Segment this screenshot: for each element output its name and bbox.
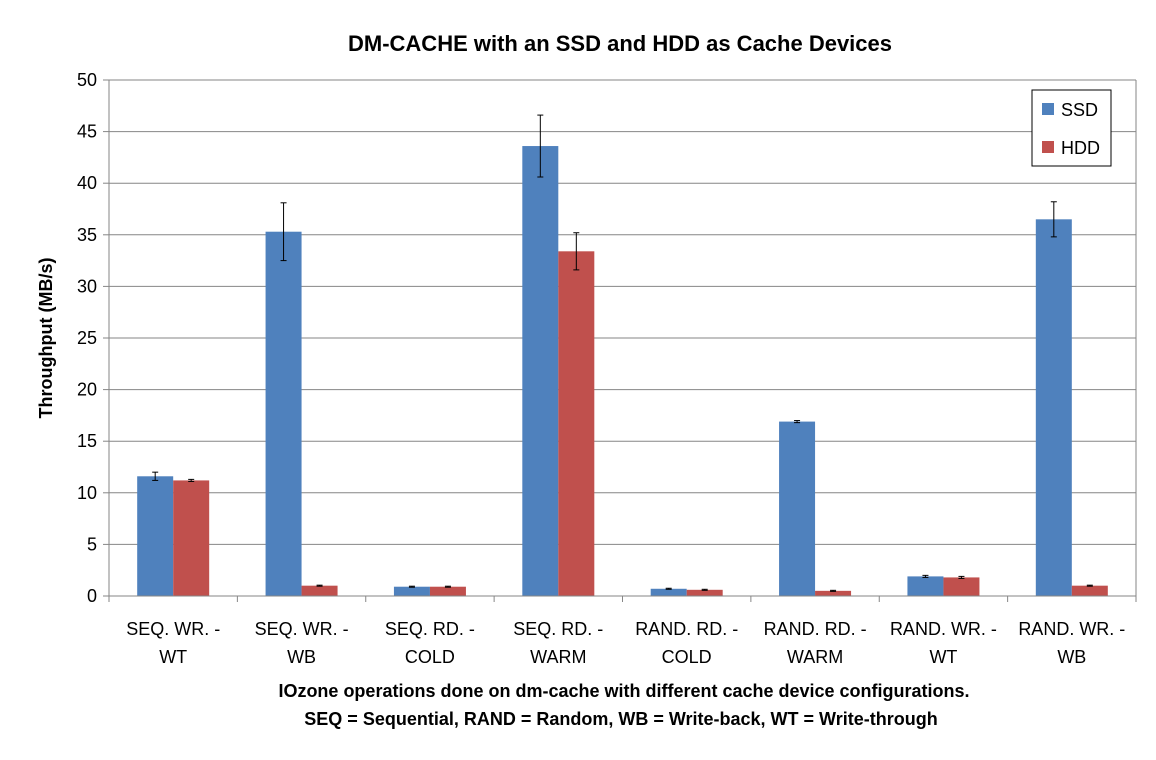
- y-tick-label: 25: [77, 328, 97, 348]
- y-tick-label: 5: [87, 534, 97, 554]
- y-tick-label: 30: [77, 276, 97, 296]
- y-tick-label: 20: [77, 380, 97, 400]
- bar-hdd: [686, 589, 723, 596]
- legend-label-ssd: SSD: [1061, 100, 1098, 120]
- y-tick-label: 40: [77, 173, 97, 193]
- y-tick-label: 45: [77, 122, 97, 142]
- bar-hdd: [429, 586, 466, 596]
- y-tick-label: 35: [77, 225, 97, 245]
- bar-ssd: [1035, 219, 1072, 596]
- x-category-label: WT: [929, 647, 957, 667]
- x-axis-categories: SEQ. WR. - WT SEQ. WR. - WB SEQ. RD. - COLD SE…: [126, 619, 1125, 667]
- bar-ssd: [907, 576, 944, 596]
- legend-swatch-ssd: [1042, 103, 1054, 115]
- bar-hdd: [815, 590, 852, 596]
- x-category-label: COLD: [662, 647, 712, 667]
- bar-ssd: [650, 588, 687, 596]
- x-category-label: RAND. WR. -: [1018, 619, 1125, 639]
- y-tick-label: 50: [77, 70, 97, 90]
- legend-label-hdd: HDD: [1061, 138, 1100, 158]
- axes: [108, 80, 1137, 602]
- y-axis-title: Throughput (MB/s): [36, 258, 56, 419]
- y-tick-label: 0: [87, 586, 97, 606]
- bar-ssd: [522, 146, 559, 596]
- legend-box: [1031, 89, 1112, 167]
- x-category-label: WARM: [530, 647, 586, 667]
- y-axis-ticks: 0 5 10 15 20 25 30 35 40 45 50: [77, 70, 109, 606]
- bar-hdd: [558, 251, 595, 596]
- x-category-label: RAND. WR. -: [890, 619, 997, 639]
- y-tick-label: 10: [77, 483, 97, 503]
- chart-title: DM-CACHE with an SSD and HDD as Cache De…: [348, 31, 892, 56]
- x-category-label: SEQ. WR. -: [255, 619, 349, 639]
- x-category-label: RAND. RD. -: [764, 619, 867, 639]
- y-tick-label: 15: [77, 431, 97, 451]
- x-category-label: WT: [159, 647, 187, 667]
- legend: SSD HDD: [1031, 89, 1112, 167]
- error-bars: [152, 114, 1093, 592]
- gridlines: [109, 79, 1136, 545]
- x-category-label: WB: [287, 647, 316, 667]
- x-category-label: SEQ. RD. -: [385, 619, 475, 639]
- bar-ssd: [393, 586, 430, 596]
- bars: [137, 146, 1108, 597]
- bar-ssd: [779, 421, 816, 596]
- x-category-label: WB: [1057, 647, 1086, 667]
- bar-ssd: [265, 231, 302, 597]
- bar-ssd: [137, 476, 174, 596]
- x-category-label: SEQ. WR. -: [126, 619, 220, 639]
- bar-hdd: [173, 480, 210, 596]
- bar-hdd: [943, 577, 980, 596]
- x-category-label: SEQ. RD. -: [513, 619, 603, 639]
- bar-hdd: [301, 585, 338, 596]
- x-axis-title-line-2: SEQ = Sequential, RAND = Random, WB = Wr…: [304, 709, 937, 729]
- legend-swatch-hdd: [1042, 141, 1054, 153]
- x-category-label: WARM: [787, 647, 843, 667]
- x-category-label: RAND. RD. -: [635, 619, 738, 639]
- bar-hdd: [1071, 585, 1108, 596]
- x-category-label: COLD: [405, 647, 455, 667]
- x-axis-title-line-1: IOzone operations done on dm-cache with …: [278, 681, 969, 701]
